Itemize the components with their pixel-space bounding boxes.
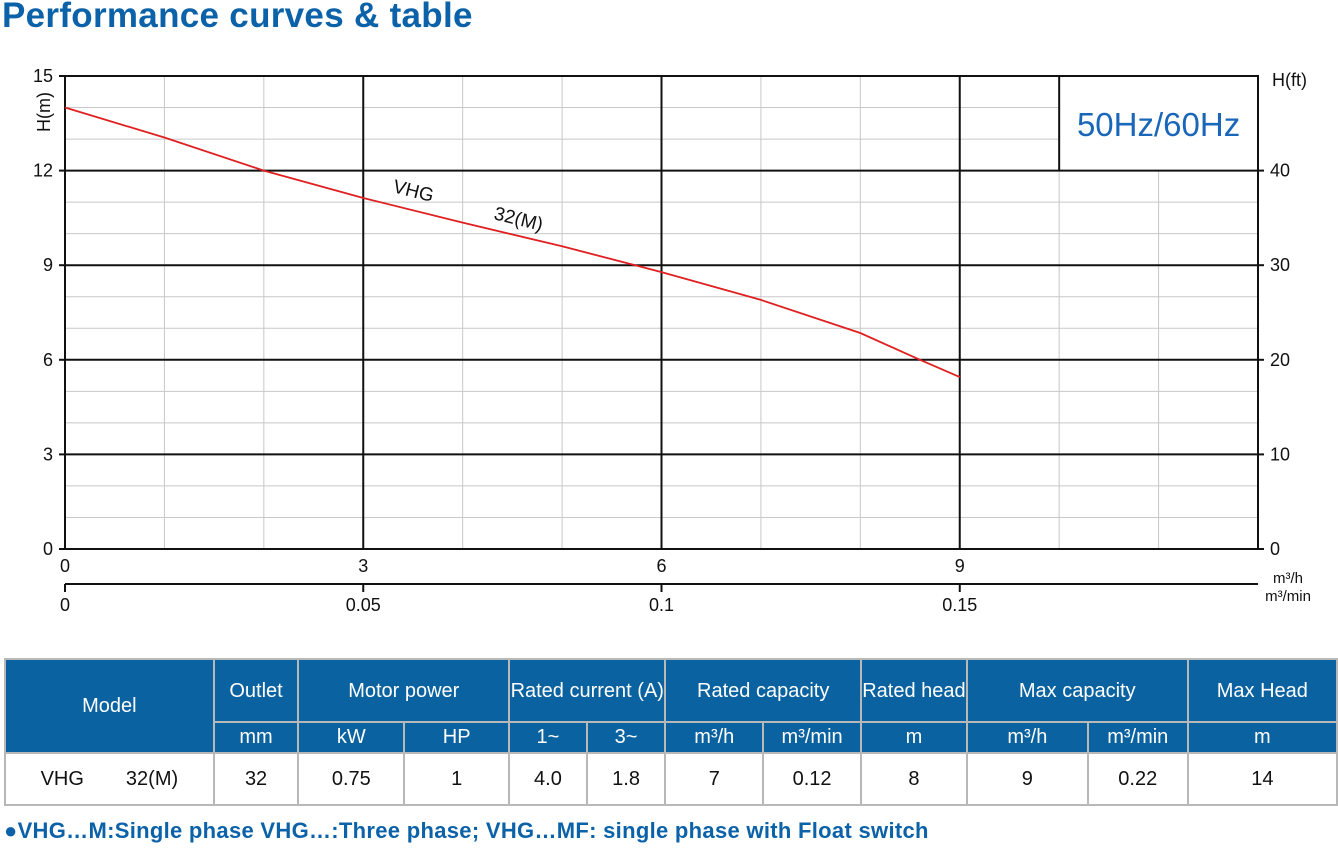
th-rated-head: Rated head (860, 658, 968, 723)
cell: 1 (403, 752, 511, 806)
performance-table: Model Outlet Motor power Rated current (… (4, 658, 1338, 806)
table-row: VHG 32(M) 32 0.75 1 4.0 1.8 7 0.12 8 9 0.… (4, 752, 1338, 806)
th-max-capacity: Max capacity (965, 658, 1189, 723)
y-tick-label: 15 (33, 66, 53, 86)
x2-axis-label: m³/min (1265, 588, 1311, 605)
x2-tick-label: 0.15 (942, 595, 977, 615)
cell: 8 (860, 752, 968, 806)
cell: 0.12 (762, 752, 862, 806)
unit: mm (212, 721, 300, 754)
x2-tick-label: 0.1 (649, 595, 674, 615)
plot-frame (64, 75, 1259, 550)
curve-vhg-32-m- (64, 106, 961, 378)
unit: 1~ (508, 721, 588, 754)
page-title: Performance curves & table (2, 0, 473, 35)
cell: 0.22 (1086, 752, 1189, 806)
y2-tick-label: 30 (1270, 255, 1290, 275)
x-tick-label: 0 (60, 556, 70, 576)
y2-tick-label: 0 (1270, 539, 1280, 559)
unit: m³/min (1086, 721, 1189, 754)
unit: HP (403, 721, 511, 754)
cell: 14 (1186, 752, 1338, 806)
y2-tick-label: 10 (1270, 444, 1290, 464)
y-tick-label: 9 (43, 255, 53, 275)
cell: 0.75 (297, 752, 406, 806)
cell-model: VHG 32(M) (4, 752, 215, 806)
y-axis-label: H(m) (34, 92, 54, 132)
x2-tick-label: 0 (60, 595, 70, 615)
unit: m (860, 721, 968, 754)
y2-axis-label: H(ft) (1272, 70, 1307, 90)
unit: m³/min (762, 721, 862, 754)
y-tick-label: 12 (33, 161, 53, 181)
x-axis-label: m³/h (1273, 570, 1303, 587)
model-series: VHG (40, 767, 84, 790)
th-model: Model (4, 658, 215, 754)
th-max-head: Max Head (1186, 658, 1338, 723)
unit: m³/h (965, 721, 1089, 754)
x-tick-label: 6 (656, 556, 666, 576)
cell: 9 (965, 752, 1089, 806)
th-motor-power: Motor power (297, 658, 511, 723)
y2-tick-label: 40 (1270, 161, 1290, 181)
performance-chart: 50Hz/60Hz 0 3 6 9 12 15 0 10 20 30 40 0 3 6 9 0 0.05 0.1 0.… (33, 66, 1311, 615)
th-outlet: Outlet (212, 658, 300, 723)
unit: m (1186, 721, 1338, 754)
x-tick-label: 3 (358, 556, 368, 576)
footnote: ●VHG…M:Single phase VHG…:Three phase; VH… (4, 818, 929, 843)
y2-tick-label: 20 (1270, 350, 1290, 370)
y-tick-label: 3 (43, 444, 53, 464)
cell: 4.0 (508, 752, 588, 806)
cell: 7 (664, 752, 765, 806)
cell: 32 (212, 752, 300, 806)
y-tick-label: 6 (43, 350, 53, 370)
th-rated-capacity: Rated capacity (664, 658, 862, 723)
x2-tick-label: 0.05 (346, 595, 381, 615)
annotation-label: 50Hz/60Hz (1077, 106, 1240, 143)
model-size: 32(M) (125, 767, 179, 790)
unit: 3~ (585, 721, 667, 754)
annotation-box (1059, 76, 1258, 171)
unit: m³/h (664, 721, 765, 754)
th-rated-current: Rated current (A) (508, 658, 667, 723)
x-tick-label: 9 (955, 556, 965, 576)
y-tick-label: 0 (43, 539, 53, 559)
cell: 1.8 (585, 752, 667, 806)
unit: kW (297, 721, 406, 754)
